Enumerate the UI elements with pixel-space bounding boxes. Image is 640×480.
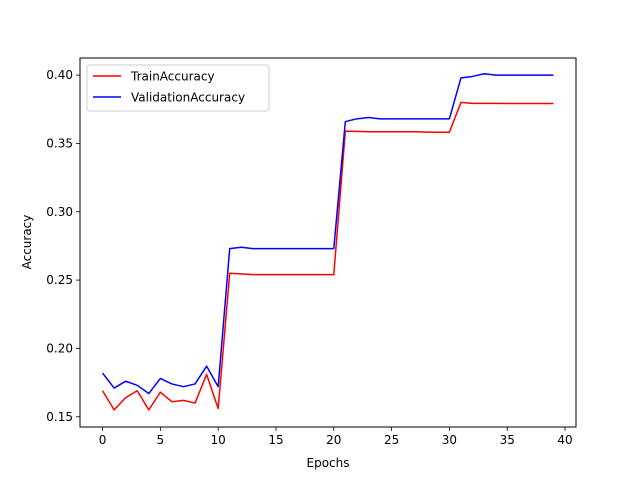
x-tick-label: 5 — [157, 433, 165, 447]
x-tick-label: 0 — [99, 433, 107, 447]
legend-label-train: TrainAccuracy — [130, 70, 215, 84]
axes-frame — [79, 57, 577, 428]
y-axis-label: Accuracy — [20, 215, 34, 270]
y-tick-label: 0.25 — [46, 273, 73, 287]
plot-area — [79, 57, 577, 428]
x-tick-label: 10 — [211, 433, 226, 447]
x-axis-label: Epochs — [307, 456, 350, 470]
y-tick-label: 0.30 — [46, 205, 73, 219]
x-tick-label: 20 — [326, 433, 341, 447]
series-layer — [101, 72, 554, 411]
x-tick-label: 30 — [442, 433, 457, 447]
x-tick-label: 15 — [268, 433, 283, 447]
y-tick-label: 0.40 — [46, 68, 73, 82]
legend: TrainAccuracy ValidationAccuracy — [86, 64, 270, 112]
legend-label-validation: ValidationAccuracy — [131, 91, 245, 105]
x-tick-label: 35 — [500, 433, 515, 447]
series-line-validationaccuracy — [101, 72, 554, 395]
y-tick-label: 0.15 — [46, 410, 73, 424]
x-tick-label: 40 — [557, 433, 572, 447]
legend-box — [86, 64, 270, 112]
y-tick-label: 0.35 — [46, 136, 73, 150]
x-axis-ticks: 0 5 10 15 20 25 30 35 40 — [99, 427, 573, 447]
y-tick-label: 0.20 — [46, 341, 73, 355]
y-axis-ticks: 0.15 0.20 0.25 0.30 0.35 0.40 — [46, 68, 80, 424]
series-line-trainaccuracy — [101, 101, 554, 411]
x-tick-label: 25 — [384, 433, 399, 447]
